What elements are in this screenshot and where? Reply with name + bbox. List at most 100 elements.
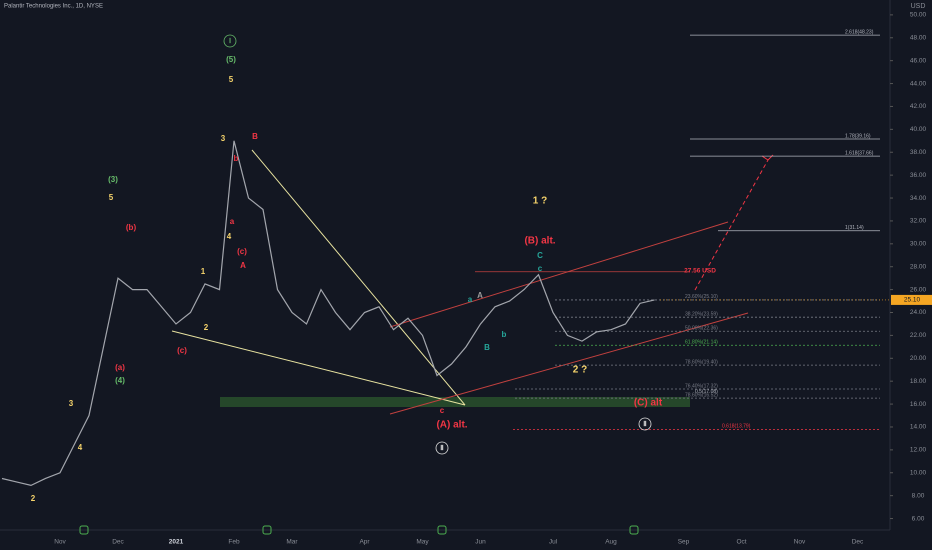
wave-label: (5)	[226, 55, 236, 64]
y-tick-label: 10.00	[910, 469, 927, 476]
x-tick-label: Nov	[794, 539, 806, 546]
y-tick-label: 40.00	[910, 126, 927, 133]
wave-label: 5	[109, 193, 114, 202]
fib-label: 61.80%(21.14)	[685, 340, 718, 346]
wave-label: 2 ?	[573, 365, 587, 376]
wave-label: B	[484, 343, 490, 352]
y-tick-label: 28.00	[910, 263, 927, 270]
x-tick-label: Oct	[736, 539, 746, 546]
fib-label: 23.60%(25.10)	[685, 294, 718, 300]
y-tick-label: 34.00	[910, 195, 927, 202]
y-tick-label: 20.00	[910, 355, 927, 362]
wave-label: a	[468, 295, 473, 304]
wave-label: c	[538, 264, 543, 273]
wave-label: B	[252, 132, 258, 141]
wave-label: b	[234, 154, 239, 163]
wave-label: (3)	[108, 175, 118, 184]
fib-label: 1(31.14)	[845, 225, 864, 231]
wave-circle	[435, 441, 449, 455]
x-tick-label: Feb	[228, 539, 240, 546]
wave-label: 4	[227, 232, 232, 241]
wedge-line	[251, 149, 466, 406]
fib-label: 1.78(39.16)	[845, 133, 871, 139]
x-tick-label: Aug	[605, 539, 617, 546]
fib-label: 78.60%(19.40)	[685, 359, 718, 365]
chart-title: Palantir Technologies Inc., 1D, NYSE	[4, 4, 103, 10]
y-tick-label: 44.00	[910, 80, 927, 87]
fib-label: 0.618(13.79)	[722, 424, 751, 430]
x-tick-label: Sep	[678, 539, 690, 546]
fib-label: 50.00%(22.36)	[685, 326, 718, 332]
projection-arrow	[694, 159, 769, 291]
y-tick-label: 32.00	[910, 218, 927, 225]
earnings-icons	[79, 525, 639, 535]
wave-label: 3	[221, 134, 226, 143]
channel-line	[389, 312, 749, 415]
price-line	[1, 140, 655, 486]
y-tick-label: 16.00	[910, 401, 927, 408]
y-tick-label: 14.00	[910, 424, 927, 431]
wave-label: (4)	[115, 376, 125, 385]
wave-label: (c)	[177, 346, 187, 355]
wave-label: 1 ?	[533, 196, 547, 207]
fib-label: 78.60%(16.52)	[685, 392, 718, 398]
currency: USD	[911, 3, 926, 10]
last-price-box	[891, 294, 932, 305]
y-tick-label: 48.00	[910, 34, 927, 41]
wave-label: 5	[229, 75, 234, 84]
wave-circle	[638, 417, 652, 431]
wave-label: Ⅱ	[643, 420, 646, 428]
wave-circle	[223, 34, 237, 48]
wave-label: Ⅱ	[440, 444, 443, 452]
fib-label: 0.5(17.08)	[695, 389, 718, 395]
x-tick-label: Jul	[549, 539, 558, 546]
wave-label: 2	[204, 323, 209, 332]
fib-label: 1.618(37.66)	[845, 150, 874, 156]
y-tick-label: 46.00	[910, 57, 927, 64]
wave-label: 1	[201, 267, 206, 276]
channel-line	[389, 221, 729, 328]
y-tick-label: 38.00	[910, 149, 927, 156]
x-tick-label: Dec	[112, 539, 124, 546]
fib-label: 38.20%(23.59)	[685, 312, 718, 318]
y-tick-label: 26.00	[910, 286, 927, 293]
fib-label: 76.40%(17.32)	[685, 383, 718, 389]
arrow-head	[761, 154, 774, 161]
wedge-line	[171, 330, 466, 406]
y-tick-label: 8.00	[912, 492, 925, 499]
wave-label: 4	[78, 443, 83, 452]
y-tick-label: 36.00	[910, 172, 927, 179]
wave-label: b	[502, 330, 507, 339]
x-tick-label: Dec	[852, 539, 864, 546]
last-price-label: 25.10	[904, 297, 921, 304]
x-tick-label: Apr	[359, 539, 370, 546]
x-tick-label: Mar	[286, 539, 298, 546]
wave-label: a	[230, 217, 235, 226]
wave-label: A	[477, 291, 483, 300]
fib-label: 2.618(48.23)	[845, 29, 874, 35]
wave-label: (c)	[237, 247, 247, 256]
y-tick-label: 6.00	[912, 515, 925, 522]
y-tick-label: 50.00	[910, 12, 927, 19]
y-tick-label: 30.00	[910, 241, 927, 248]
wave-label: Ⅰ	[229, 37, 231, 45]
y-tick-label: 42.00	[910, 103, 927, 110]
x-tick-label: May	[416, 539, 429, 546]
wave-label: (b)	[126, 223, 137, 232]
wave-label: (C) alt	[634, 398, 663, 409]
x-tick-label: 2021	[169, 539, 184, 546]
wave-label: C	[537, 251, 543, 260]
wave-label: c	[440, 406, 445, 415]
wave-label: A	[240, 261, 246, 270]
y-tick-label: 24.00	[910, 309, 927, 316]
y-tick-label: 18.00	[910, 378, 927, 385]
y-tick-label: 22.00	[910, 332, 927, 339]
resistance-label: 27.56 USD	[684, 267, 716, 274]
x-tick-label: Jun	[475, 539, 486, 546]
wave-label: (B) alt.	[524, 236, 555, 247]
y-tick-label: 12.00	[910, 447, 927, 454]
wave-label: 2	[31, 494, 36, 503]
wave-label: (a)	[115, 363, 125, 372]
